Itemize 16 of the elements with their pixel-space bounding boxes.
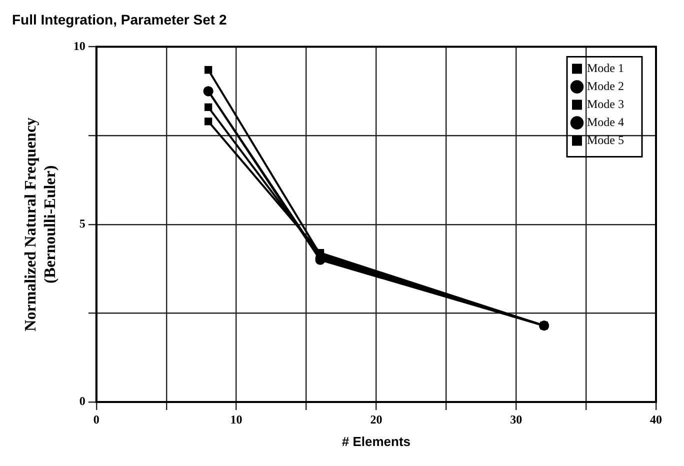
y-tick-label: 10	[73, 38, 86, 53]
legend-label: Mode 5	[587, 132, 624, 147]
x-tick-label: 10	[230, 412, 242, 426]
legend-label: Mode 4	[587, 114, 624, 129]
y-tick-label: 5	[79, 216, 86, 230]
y-axis-title: Normalized Natural Frequency (Bernoulli-Euler)	[22, 117, 59, 332]
legend-label: Mode 2	[587, 78, 624, 93]
x-tick-label: 40	[650, 412, 662, 426]
x-tick-label: 0	[93, 412, 100, 426]
x-axis-title: # Elements	[342, 434, 411, 449]
legend-label: Mode 1	[587, 60, 624, 75]
x-tick-label: 20	[370, 412, 382, 426]
y-tick-label: 0	[79, 394, 86, 408]
x-tick-label: 30	[510, 412, 522, 426]
chart-title: Full Integration, Parameter Set 2	[12, 11, 227, 28]
legend-label: Mode 3	[587, 96, 624, 111]
